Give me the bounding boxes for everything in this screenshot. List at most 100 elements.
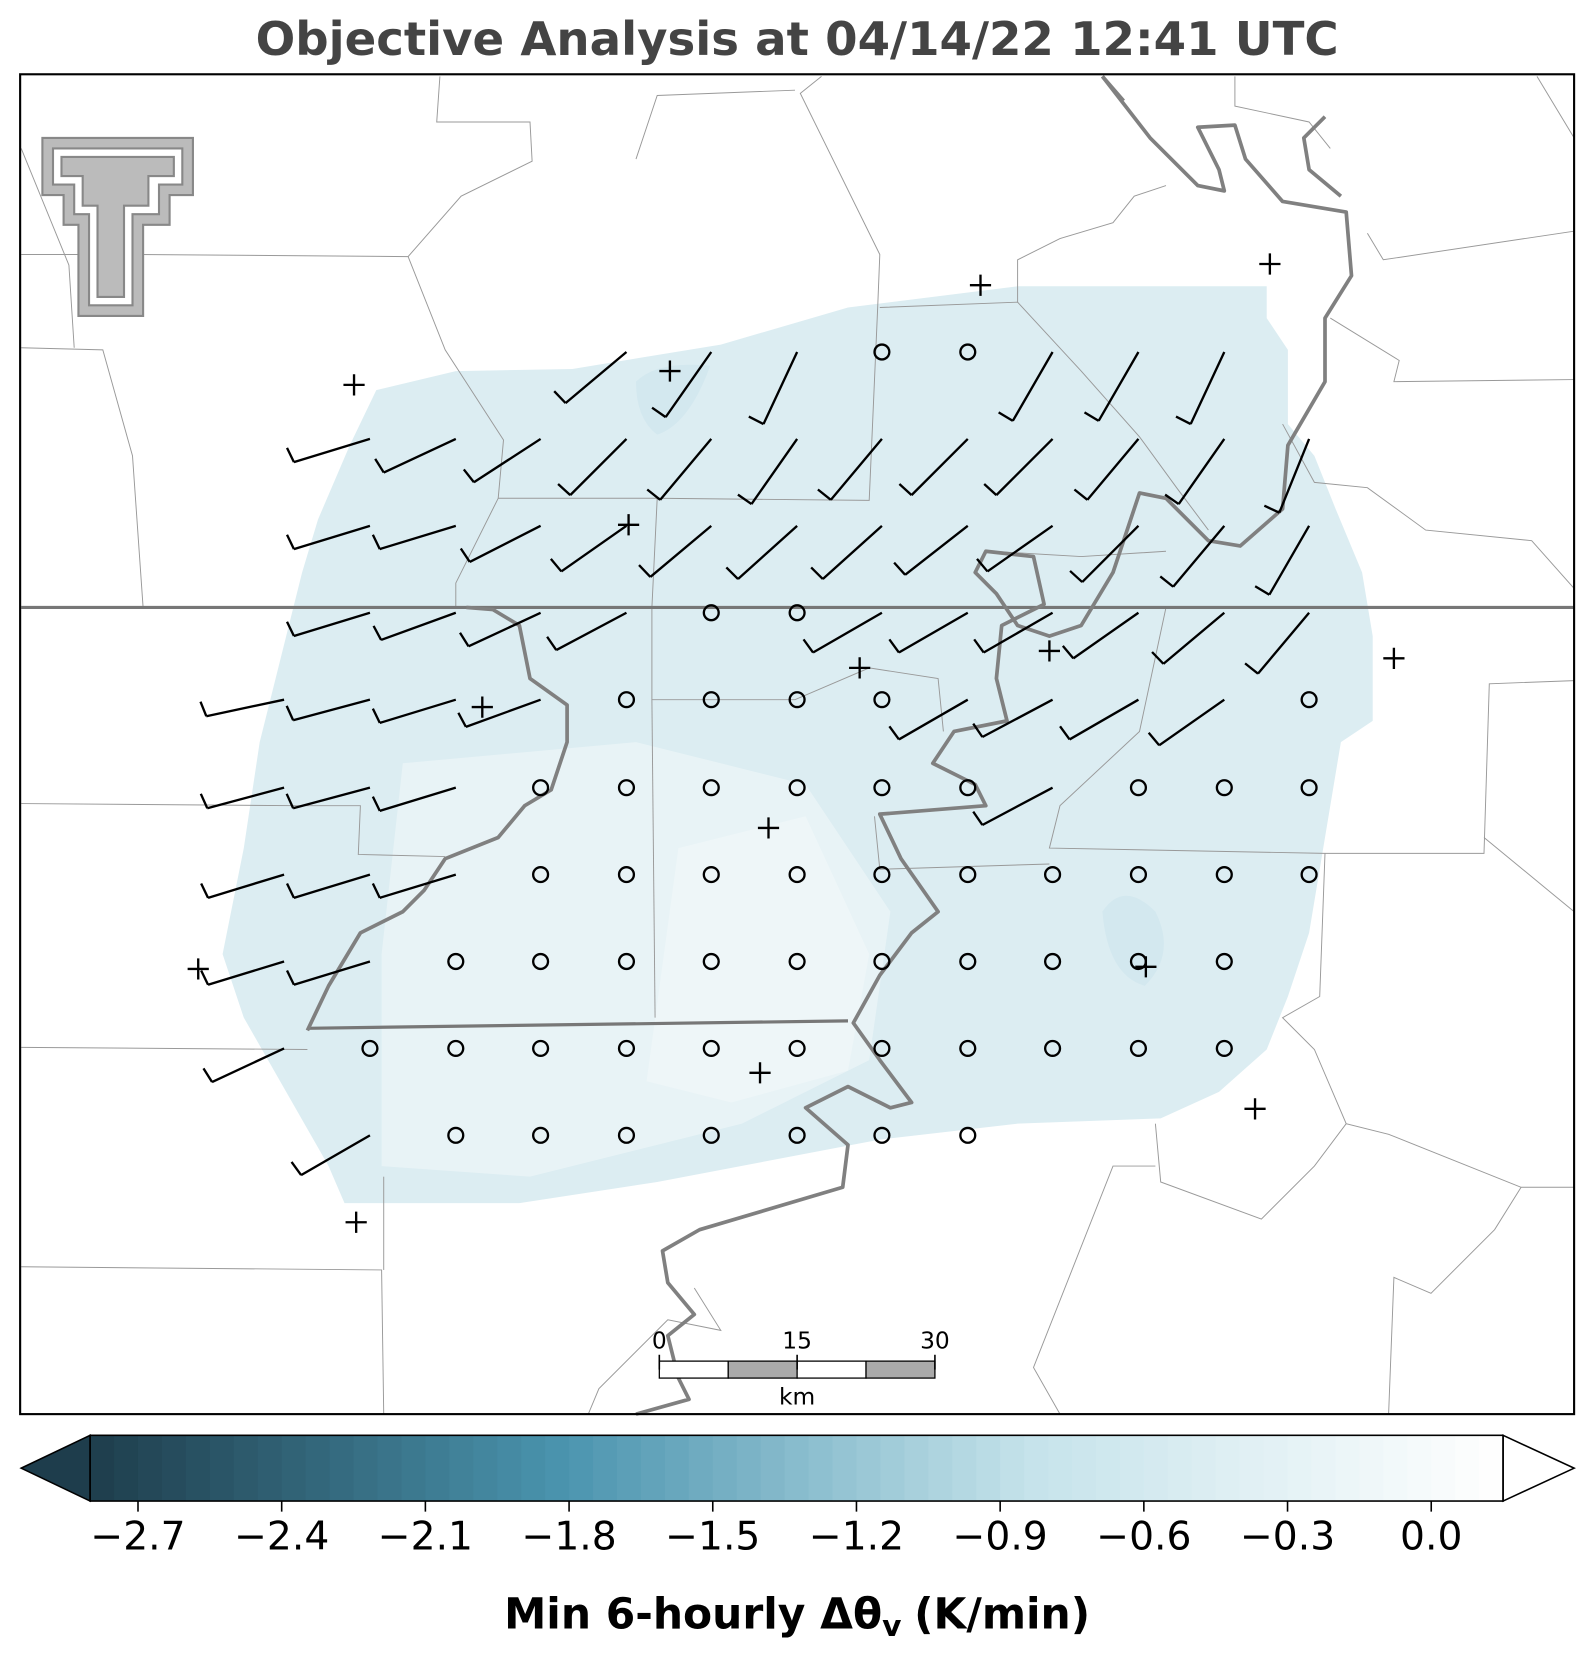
calm-station — [959, 865, 977, 884]
calm-station — [959, 1126, 977, 1144]
colorbar-step — [1335, 1435, 1361, 1502]
calm-station — [1129, 779, 1148, 797]
colorbar-step — [90, 1435, 115, 1502]
colorbar-step — [616, 1435, 642, 1502]
stations — [187, 253, 1405, 1233]
wind-barb — [200, 873, 285, 899]
colorbar-step — [880, 1435, 905, 1502]
colorbar-step — [928, 1435, 953, 1502]
wind-barb — [557, 438, 628, 496]
wind-barb — [1083, 351, 1140, 422]
colorbar-frame — [89, 1434, 1504, 1502]
wind-barb — [725, 524, 798, 580]
colorbar-step — [760, 1435, 786, 1502]
wind-barb — [285, 524, 371, 551]
station-plus — [757, 817, 780, 839]
colorbar-step — [401, 1435, 427, 1502]
wind-barb — [459, 611, 542, 648]
wind-barb — [1147, 698, 1225, 747]
calm-station — [532, 1126, 550, 1144]
colorbar-step — [1287, 1435, 1313, 1502]
calm-station — [1300, 691, 1318, 709]
colorbar-step — [1048, 1435, 1073, 1502]
calm-station — [702, 604, 720, 622]
label-text: Min 6-hourly Δθ — [504, 1589, 882, 1638]
calm-station — [617, 952, 636, 971]
colorbar-tick-label: −0.9 — [953, 1515, 1048, 1560]
wind-barb — [371, 786, 457, 813]
station-plus — [1259, 253, 1281, 275]
wind-barb — [976, 524, 1054, 573]
station-plus — [1135, 956, 1157, 978]
colorbar-tick-label: 0.0 — [1400, 1515, 1462, 1560]
calm-station — [1215, 1039, 1233, 1058]
colorbar-step — [1143, 1435, 1169, 1502]
calm-station — [1215, 952, 1233, 971]
colorbar-step — [832, 1435, 858, 1502]
colorbar-step — [521, 1435, 546, 1502]
station-plus — [849, 657, 871, 679]
calm-station — [361, 1039, 379, 1058]
calm-station — [873, 691, 891, 709]
colorbar-step — [904, 1435, 929, 1502]
wind-barb — [972, 786, 1054, 827]
station-plus — [1383, 647, 1405, 669]
scale-segment — [796, 1360, 867, 1379]
wind-barb — [1164, 438, 1226, 506]
wind-barb — [983, 438, 1054, 496]
map: 0 15 30 km — [19, 73, 1576, 1416]
colorbar-extend-low — [19, 1434, 91, 1503]
colorbar-step — [353, 1435, 379, 1502]
calm-station — [617, 691, 636, 709]
scale-segment — [727, 1360, 798, 1379]
scale-segment — [865, 1360, 936, 1379]
wind-barb — [893, 524, 969, 576]
scale-segment — [658, 1360, 729, 1379]
shaded-darker — [636, 364, 711, 435]
calm-station — [1043, 952, 1062, 971]
calm-station — [447, 1126, 465, 1144]
colorbar-step — [233, 1435, 259, 1502]
river — [305, 605, 569, 1032]
colorbar-tick-label: −0.6 — [1096, 1515, 1191, 1560]
colorbar-step — [473, 1435, 498, 1502]
scale-tick-label: 0 — [652, 1328, 667, 1355]
wind-barb — [638, 524, 713, 578]
colorbar-tick-label: −2.1 — [378, 1515, 473, 1560]
colorbar-extend-high — [1502, 1434, 1576, 1503]
colorbar-tick-label: −2.4 — [234, 1515, 329, 1560]
colorbar-tick-label: −2.7 — [90, 1515, 185, 1560]
station-plus — [471, 696, 493, 718]
colorbar-step — [1000, 1435, 1025, 1502]
colorbar-step — [1407, 1435, 1432, 1502]
colorbar-step — [497, 1435, 522, 1502]
colorbar-step — [185, 1435, 211, 1502]
calm-station — [1300, 865, 1318, 884]
colorbar-step — [329, 1435, 355, 1502]
wind-barb — [374, 437, 457, 474]
calm-station — [1043, 1039, 1062, 1058]
colorbar: −2.7 −2.4 −2.1 −1.8 −1.5 −1.2 −0.9 −0.6 −0.3 0.0 — [19, 1434, 1576, 1560]
colorbar-step — [1383, 1435, 1408, 1502]
calm-station — [702, 1126, 720, 1144]
wind-barb — [888, 698, 969, 741]
colorbar-step — [952, 1435, 977, 1502]
colorbar-step — [1455, 1435, 1480, 1502]
map-frame — [19, 73, 1576, 1416]
scale-tick-label: 15 — [782, 1328, 812, 1355]
calm-station — [788, 1126, 806, 1144]
wind-barb — [817, 438, 883, 501]
colorbar-tick-label: −1.2 — [809, 1515, 904, 1560]
calm-station — [959, 779, 977, 797]
wind-barb — [285, 698, 371, 722]
wind-barb — [371, 524, 457, 551]
calm-station — [873, 952, 891, 971]
colorbar-step — [856, 1435, 882, 1502]
colorbar-step — [1072, 1435, 1097, 1502]
colorbar-step — [209, 1435, 235, 1502]
wind-barb — [972, 698, 1054, 739]
wind-barb — [199, 698, 285, 718]
scale-tick-label: 30 — [920, 1328, 950, 1355]
colorbar-label: Min 6-hourly Δθv (K/min) — [504, 1589, 1090, 1643]
